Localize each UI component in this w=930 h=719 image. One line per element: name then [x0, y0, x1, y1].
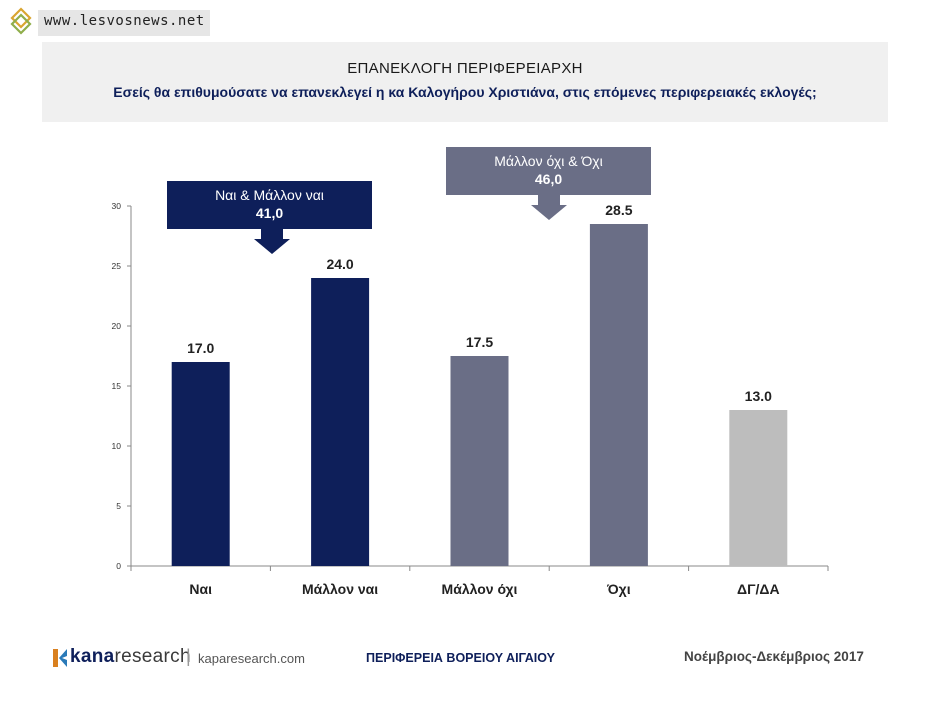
y-tick-label: 15 [112, 381, 122, 391]
bar-value-label: 13.0 [745, 388, 772, 404]
footer-period: Νοέμβριος-Δεκέμβριος 2017 [684, 649, 864, 664]
kana-logo-icon [53, 649, 67, 667]
x-category-label: Μάλλον ναι [302, 581, 378, 597]
callout-yes-total: Ναι & Μάλλον ναι 41,0 [167, 181, 372, 229]
kana-research-logo: kanaresearch [70, 646, 191, 667]
callout-no-value: 46,0 [534, 171, 563, 187]
footer-region: ΠΕΡΙΦΕΡΕΙΑ ΒΟΡΕΙΟΥ ΑΙΓΑΙΟΥ [366, 651, 555, 665]
callout-no-total: Μάλλον όχι & Όχι 46,0 [446, 147, 651, 195]
bar-value-label: 24.0 [326, 256, 353, 272]
chart-subtitle: Εσείς θα επιθυμούσατε να επανεκλεγεί η κ… [113, 84, 817, 100]
footer-site: kaparesearch.com [198, 651, 305, 666]
chart-title: ΕΠΑΝΕΚΛΟΓΗ ΠΕΡΙΦΕΡΕΙΑΡΧΗ [347, 60, 583, 77]
bar-1 [171, 362, 230, 566]
callout-yes-label: Ναι & Μάλλον ναι [215, 187, 324, 203]
arrow-down-icon [531, 195, 567, 220]
x-category-label: Μάλλον όχι [442, 581, 518, 597]
y-tick-label: 0 [116, 561, 121, 571]
y-tick-label: 5 [116, 501, 121, 511]
y-tick-label: 25 [112, 261, 122, 271]
arrow-down-icon [254, 229, 290, 254]
bar-4 [589, 224, 648, 566]
bar-3 [450, 356, 509, 566]
y-tick-label: 20 [112, 321, 122, 331]
bar-value-label: 17.0 [187, 340, 214, 356]
y-tick-label: 10 [112, 441, 122, 451]
x-category-label: Όχι [606, 581, 631, 597]
watermark-logo-icon [10, 7, 32, 35]
header-banner [42, 42, 888, 122]
bar-2 [311, 278, 370, 566]
logo-separator: | [186, 646, 191, 666]
bar-value-label: 17.5 [466, 334, 493, 350]
bar-5 [729, 410, 788, 566]
callout-no-label: Μάλλον όχι & Όχι [494, 153, 603, 169]
x-category-label: Ναι [189, 581, 212, 597]
y-tick-label: 30 [112, 201, 122, 211]
x-category-label: ΔΓ/ΔΑ [737, 581, 780, 597]
bar-value-label: 28.5 [605, 202, 632, 218]
callout-yes-value: 41,0 [255, 205, 284, 221]
watermark-text: www.lesvosnews.net [44, 13, 205, 29]
watermark-box [38, 10, 210, 36]
